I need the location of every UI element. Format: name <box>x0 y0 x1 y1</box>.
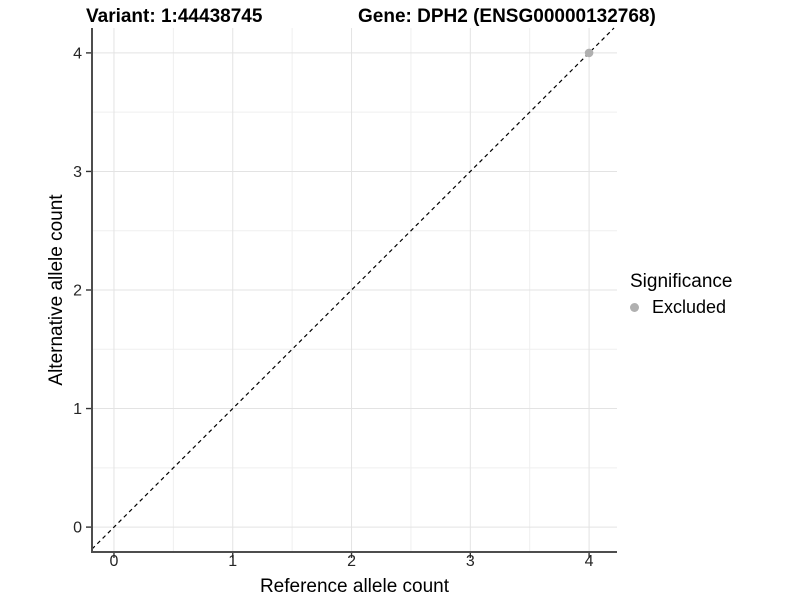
identity-dashed-line <box>91 27 615 550</box>
x-tick-label: 1 <box>228 553 237 570</box>
legend-item-label: Excluded <box>652 297 727 317</box>
legend: Significance Excluded <box>630 270 732 317</box>
data-point-excluded <box>584 48 594 58</box>
gene-title: Gene: DPH2 (ENSG00000132768) <box>358 6 656 27</box>
x-tick-label: 4 <box>585 553 594 570</box>
legend-item-excluded: Excluded <box>630 297 732 317</box>
legend-point-icon <box>630 302 639 312</box>
y-axis-title: Alternative allele count <box>46 194 67 386</box>
x-tick-label: 3 <box>466 553 475 570</box>
x-tick-label: 0 <box>110 553 119 570</box>
y-tick-label: 3 <box>73 164 82 181</box>
x-tick-label: 2 <box>347 553 356 570</box>
y-tick-label: 4 <box>73 45 82 62</box>
variant-title: Variant: 1:44438745 <box>86 6 263 27</box>
y-tick-label: 2 <box>73 283 82 300</box>
x-axis-title: Reference allele count <box>259 576 450 597</box>
y-tick-label: 0 <box>73 520 82 537</box>
legend-title: Significance <box>630 271 733 292</box>
y-tick-label: 1 <box>73 401 82 418</box>
